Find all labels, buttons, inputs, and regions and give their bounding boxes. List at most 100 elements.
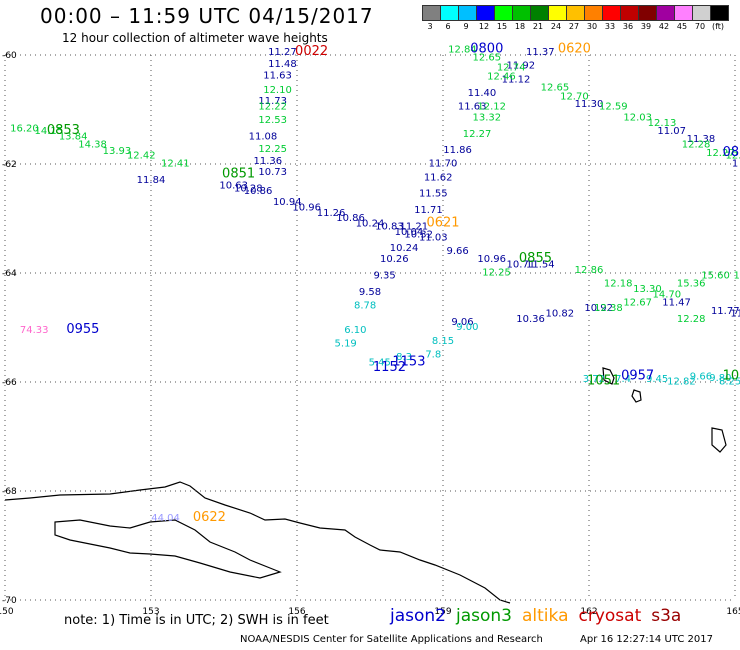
wave-height-value: 12.28 — [682, 140, 711, 151]
satellite-cryosat: cryosat — [578, 606, 642, 626]
wave-height-value: 13.93 — [103, 146, 132, 157]
island-2 — [631, 389, 642, 403]
color-scale-legend — [422, 5, 729, 21]
wave-height-value: 10.24 — [390, 243, 419, 254]
pass-time-label: 0022 — [295, 44, 328, 59]
pass-time-label: 0851 — [222, 167, 255, 182]
satellite-legend: jason2 jason3 altika cryosat s3a — [390, 606, 681, 626]
wave-height-value: 11.27 — [268, 47, 297, 58]
wave-height-value: 10.26 — [380, 254, 409, 265]
pass-time-label: 1152 — [373, 360, 406, 375]
legend-label: 9 — [463, 22, 469, 31]
wave-height-value: 10.96 — [292, 202, 321, 213]
wave-height-value: 12.84 — [448, 44, 477, 55]
x-tick-label: 165 — [726, 607, 740, 617]
wave-height-value: 1 — [732, 159, 738, 170]
pass-time-label: 1153 — [392, 355, 425, 370]
wave-height-value: 12.63 — [726, 151, 740, 162]
pass-time-label: 0620 — [558, 41, 591, 56]
y-tick-label: -64 — [2, 269, 17, 279]
footer-agency: NOAA/NESDIS Center for Satellite Applica… — [240, 634, 543, 645]
satellite-jason2: jason2 — [390, 606, 446, 626]
wave-height-value: 10.94 — [273, 197, 302, 208]
wave-height-value: 12.41 — [161, 159, 190, 170]
wave-height-value: 9.00 — [456, 322, 478, 333]
wave-height-value: 14.70 — [653, 290, 682, 301]
wave-height-value: 12.53 — [258, 115, 287, 126]
axis-labels: 150 153 156 159 162 165 -60 -62 -64 -66 -68 -70 — [0, 51, 740, 617]
pass-time-label: 1051 — [587, 374, 620, 389]
wave-height-value: 12.38 — [594, 303, 623, 314]
wave-height-value: 12.28 — [677, 314, 706, 325]
legend-label: 18 — [514, 22, 526, 31]
y-tick-label: -70 — [2, 596, 17, 606]
wave-height-value: 11.71 — [414, 205, 443, 216]
pass-time-label: 080 — [723, 145, 740, 160]
y-tick-label: -60 — [2, 51, 17, 61]
wave-height-value: 8.15 — [432, 336, 454, 347]
wave-height-value: 9.80 — [709, 373, 731, 384]
wave-height-value: 11.40 — [468, 88, 497, 99]
wave-height-value: 10.86 — [336, 213, 365, 224]
wave-height-value: 13.30 — [633, 284, 662, 295]
pass-time-labels: 0022080006200853080085106210855095511521… — [47, 41, 740, 525]
wave-height-value: 11.26 — [317, 208, 346, 219]
wave-height-value: 16 — [733, 270, 740, 281]
wave-height-value: 9.58 — [359, 287, 381, 298]
legend-label: 39 — [640, 22, 652, 31]
wave-height-value: 44.04 — [151, 513, 180, 524]
y-tick-label: -66 — [2, 378, 17, 388]
wave-height-value: 12.25 — [258, 144, 287, 155]
wave-height-value: 12.27 — [463, 129, 492, 140]
legend-label: 12 — [478, 22, 490, 31]
wave-height-value: 11.47 — [662, 298, 691, 309]
island-1 — [602, 367, 615, 385]
wave-height-value: 12.59 — [599, 102, 628, 113]
wave-height-value: 12.03 — [623, 112, 652, 123]
wave-height-value: 74.33 — [20, 325, 49, 336]
legend-swatch — [710, 5, 729, 21]
satellite-jason3: jason3 — [456, 606, 512, 626]
wave-height-value: 8.25 — [719, 377, 740, 388]
wave-height-value: 11.92 — [507, 61, 536, 72]
wave-height-value: 13.84 — [59, 131, 88, 142]
satellite-altika: altika — [522, 606, 569, 626]
wave-height-value: 11.73 — [258, 96, 287, 107]
wave-height-value: 10.36 — [516, 314, 545, 325]
wave-height-value: 10.04 — [395, 227, 424, 238]
legend-label: 24 — [550, 22, 562, 31]
pass-time-label: 0957 — [621, 368, 654, 383]
pass-time-label: 0855 — [519, 251, 552, 266]
coast-inlet — [54, 519, 282, 579]
wave-height-value: 11.08 — [249, 131, 278, 142]
wave-height-value: 11.70 — [429, 159, 458, 170]
wave-height-value: 11.30 — [575, 99, 604, 110]
wave-height-value: 12.13 — [648, 118, 677, 129]
page-subtitle: 12 hour collection of altimeter wave hei… — [62, 31, 328, 45]
pass-time-label: 0853 — [47, 123, 80, 138]
wave-height-value: 10.86 — [244, 186, 273, 197]
wave-height-labels: 11.2711.4811.6311.7311.0811.3610.7311.84… — [10, 44, 740, 524]
wave-height-value: 11.03 — [419, 232, 448, 243]
color-scale-labels: 3 6 9 12 15 18 21 24 27 30 33 36 39 42 45 70 (ft) — [420, 22, 740, 34]
wave-height-value: 11.63 — [263, 70, 292, 81]
wave-height-value: 11.37 — [526, 47, 555, 58]
legend-label: 3 — [427, 22, 433, 31]
wave-height-value: 7.8 — [425, 349, 441, 360]
wave-height-value: 12.70 — [560, 92, 589, 103]
x-tick-label: 153 — [142, 607, 159, 617]
wave-height-value: 11.62 — [424, 172, 453, 183]
wave-height-value: 11.21 — [399, 221, 428, 232]
legend-label: 27 — [568, 22, 580, 31]
legend-label: 33 — [604, 22, 616, 31]
island-3 — [711, 427, 727, 453]
wave-height-value: 11.55 — [419, 189, 448, 200]
legend-label: 6 — [445, 22, 451, 31]
wave-height-value: 10.73 — [258, 167, 287, 178]
page-title: 00:00 – 11:59 UTC 04/15/2017 — [40, 4, 374, 28]
wave-height-value: 9.45 — [646, 374, 668, 385]
wave-height-value: 9.66 — [690, 371, 712, 382]
satellite-s3a: s3a — [651, 606, 682, 626]
wave-height-value: 12.46 — [487, 72, 516, 83]
wave-height-value: 10.28 — [234, 183, 263, 194]
